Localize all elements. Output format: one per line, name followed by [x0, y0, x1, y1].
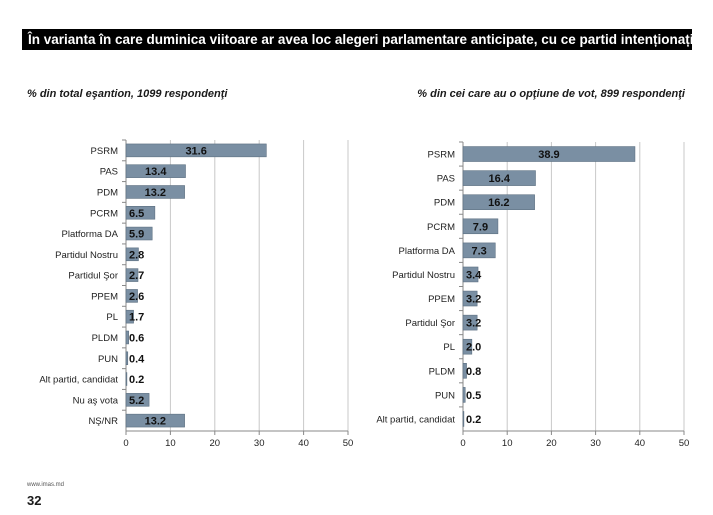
right-bar: [462, 170, 536, 186]
left-category-label: PL: [106, 312, 118, 323]
left-tick-label: 10: [165, 438, 176, 449]
right-data-label: 0.2: [466, 414, 481, 426]
left-data-label: 1.7: [129, 312, 144, 324]
right-data-label: 3.4: [466, 269, 482, 281]
left-category-label: Partidul Şor: [68, 271, 118, 282]
right-bar: [462, 387, 466, 403]
right-tick-label: 30: [590, 438, 601, 449]
left-bar: [125, 413, 185, 428]
left-category-label: NŞ/NR: [88, 416, 118, 427]
right-bar: [462, 363, 467, 379]
right-bar: [462, 290, 478, 307]
left-data-label: 13.2: [145, 416, 166, 428]
left-tick-label: 30: [254, 438, 265, 449]
right-tick-label: 20: [546, 438, 557, 449]
left-bar: [125, 351, 129, 365]
right-data-label: 2.0: [466, 342, 481, 354]
left-bar: [125, 372, 128, 386]
right-data-label: 0.5: [466, 390, 481, 402]
right-bar: [462, 218, 499, 235]
right-data-label: 38.9: [538, 149, 559, 161]
right-chart-subtitle: % din cei care au o opţiune de vot, 899 …: [417, 88, 685, 100]
right-data-label: 16.2: [488, 197, 509, 209]
right-data-label: 16.4: [489, 173, 511, 185]
chart-title-bar: În varianta în care duminica viitoare ar…: [22, 29, 692, 50]
left-tick-label: 50: [343, 438, 354, 449]
right-data-label: 7.3: [471, 245, 486, 257]
left-bar: [125, 330, 129, 345]
right-category-label: PSRM: [428, 150, 456, 161]
right-tick-label: 50: [679, 438, 690, 449]
left-bar: [125, 164, 186, 178]
right-tick-label: 10: [502, 438, 513, 449]
right-category-label: PUN: [435, 390, 455, 401]
left-category-label: Partidul Nostru: [55, 250, 118, 261]
right-category-label: Platforma DA: [399, 246, 456, 257]
right-category-label: PDM: [434, 198, 455, 209]
right-bar: [462, 242, 496, 259]
right-bar: [462, 411, 465, 427]
right-category-label: PAS: [437, 174, 455, 185]
right-data-label: 0.8: [466, 366, 481, 378]
right-category-label: Partidul Nostru: [392, 270, 455, 281]
right-data-label: 7.9: [473, 221, 488, 233]
left-data-label: 5.9: [129, 229, 144, 241]
right-tick-label: 40: [635, 438, 646, 449]
left-category-label: Alt partid, candidat: [39, 375, 118, 386]
left-data-label: 0.4: [129, 353, 145, 365]
page-number: 32: [27, 493, 42, 508]
left-category-label: Platforma DA: [62, 229, 119, 240]
left-data-label: 31.6: [185, 145, 206, 157]
right-bar: [462, 146, 636, 162]
left-data-label: 5.2: [129, 395, 144, 407]
left-category-label: PSRM: [91, 146, 119, 157]
left-chart-subtitle: % din total eşantion, 1099 respondenţi: [27, 88, 228, 100]
left-data-label: 6.5: [129, 208, 144, 220]
right-bar: [462, 338, 473, 355]
left-data-label: 2.6: [129, 291, 144, 303]
left-bar: [125, 185, 185, 199]
right-category-label: PLDM: [429, 366, 455, 377]
left-category-label: PPEM: [91, 291, 118, 302]
left-category-label: PDM: [97, 187, 118, 198]
right-data-label: 3.2: [466, 294, 481, 306]
right-bar: [462, 194, 535, 210]
left-bar: [125, 393, 150, 407]
left-category-label: PAS: [100, 167, 118, 178]
left-bar: [125, 247, 139, 262]
left-bar: [125, 226, 153, 241]
right-category-label: Partidul Şor: [405, 318, 455, 329]
left-data-label: 2.7: [129, 270, 144, 282]
left-bar: [125, 268, 139, 282]
right-category-label: Alt partid, candidat: [376, 414, 455, 425]
right-bar: [462, 266, 479, 283]
left-category-label: Nu aş vota: [73, 395, 119, 406]
left-data-label: 13.2: [145, 187, 166, 199]
left-tick-label: 20: [210, 438, 221, 449]
footer-url: www.imas.md: [27, 482, 65, 488]
left-bar: [125, 206, 156, 220]
right-bar: [462, 314, 478, 331]
right-category-label: PL: [443, 342, 455, 353]
right-tick-label: 0: [460, 438, 465, 449]
left-bar: [125, 309, 134, 324]
left-category-label: PLDM: [92, 333, 118, 344]
left-tick-label: 0: [123, 438, 128, 449]
left-data-label: 2.8: [129, 249, 144, 261]
left-data-label: 0.6: [129, 332, 144, 344]
left-bar: [125, 143, 267, 158]
left-category-label: PCRM: [90, 208, 118, 219]
left-data-label: 0.2: [129, 374, 144, 386]
left-bar: [125, 289, 138, 303]
right-category-label: PPEM: [428, 294, 455, 305]
right-data-label: 3.2: [466, 318, 481, 330]
right-category-label: PCRM: [427, 222, 455, 233]
left-data-label: 13.4: [145, 166, 167, 178]
left-category-label: PUN: [98, 354, 118, 365]
left-tick-label: 40: [298, 438, 309, 449]
